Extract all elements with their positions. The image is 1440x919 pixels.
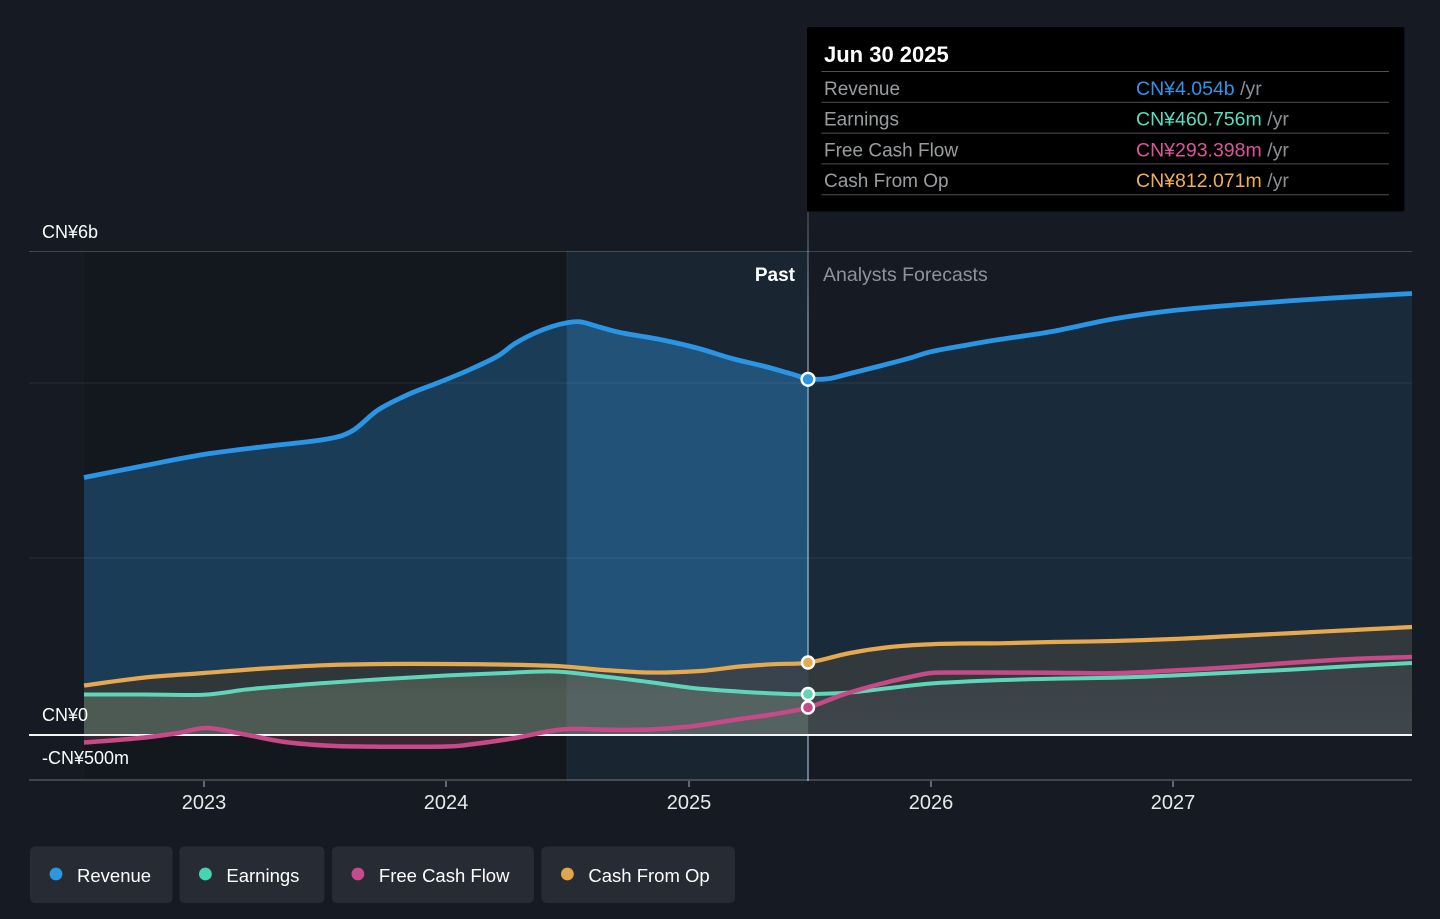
svg-text:Cash From Op: Cash From Op <box>824 171 949 192</box>
svg-text:Analysts Forecasts: Analysts Forecasts <box>823 264 988 286</box>
svg-text:CN¥6b: CN¥6b <box>42 222 98 242</box>
svg-text:Revenue: Revenue <box>824 79 900 100</box>
svg-text:-CN¥500m: -CN¥500m <box>42 748 129 768</box>
svg-text:Jun 30 2025: Jun 30 2025 <box>824 42 949 67</box>
svg-text:CN¥0: CN¥0 <box>42 705 88 725</box>
svg-text:2024: 2024 <box>424 792 469 814</box>
svg-text:CN¥812.071m /yr: CN¥812.071m /yr <box>1136 170 1289 192</box>
svg-text:Past: Past <box>755 265 796 286</box>
svg-text:Cash From Op: Cash From Op <box>588 865 709 886</box>
svg-text:Free Cash Flow: Free Cash Flow <box>379 865 510 886</box>
svg-text:Earnings: Earnings <box>824 110 899 131</box>
svg-text:Free Cash Flow: Free Cash Flow <box>824 140 958 161</box>
svg-text:CN¥4.054b /yr: CN¥4.054b /yr <box>1136 78 1262 100</box>
svg-text:2023: 2023 <box>182 792 227 814</box>
svg-text:2026: 2026 <box>909 792 954 814</box>
svg-text:Earnings: Earnings <box>226 865 299 886</box>
svg-text:2027: 2027 <box>1151 792 1196 814</box>
svg-text:Revenue: Revenue <box>77 865 151 886</box>
svg-text:2025: 2025 <box>667 792 712 814</box>
svg-text:CN¥460.756m /yr: CN¥460.756m /yr <box>1136 109 1289 131</box>
svg-text:CN¥293.398m /yr: CN¥293.398m /yr <box>1136 139 1289 161</box>
